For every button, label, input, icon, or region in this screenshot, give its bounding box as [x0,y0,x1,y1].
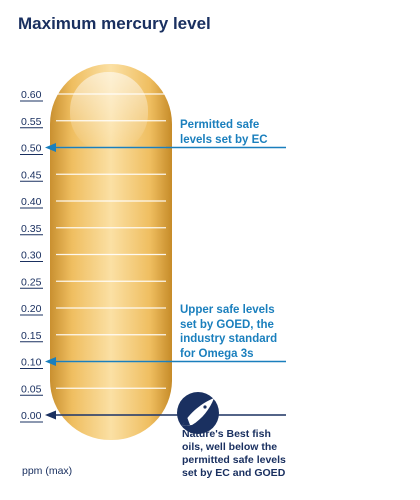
fish-in-circle-icon [177,392,219,434]
tick-label: 0.50 [21,143,42,155]
unit-label: ppm (max) [22,465,73,477]
tick-label: 0.45 [21,169,42,181]
marker-arrowhead [45,357,56,366]
annotation-natures-best-line: permitted safe levels [182,454,286,466]
annotation-natures-best: Nature's Best fish oils, well below the … [182,428,286,480]
tick-label: 0.15 [21,330,42,342]
tick-label: 0.40 [21,196,42,208]
tick-label: 0.35 [21,223,42,235]
annotation-goed-line: Upper safe levels [180,304,275,316]
annotation-goed-line: for Omega 3s [180,347,254,360]
tick-label: 0.00 [21,410,42,422]
capsule-highlight [70,72,148,152]
annotation-goed: Upper safe levels set by GOED, the indus… [180,303,277,361]
tick-label: 0.10 [21,357,42,369]
tick-label: 0.55 [21,116,42,128]
tick-label: 0.20 [21,303,42,315]
tick-label: 0.30 [21,250,42,262]
chart-title: Maximum mercury level [18,14,211,33]
annotation-goed-line: set by GOED, the [180,318,274,331]
marker-arrowhead [45,410,56,420]
annotation-goed-line: industry standard [180,333,278,345]
annotation-ec-line: Permitted safe [180,119,260,131]
tick-label: 0.05 [21,383,42,395]
annotation-ec: Permitted safe levels set by EC [180,118,268,147]
annotation-natures-best-line: set by EC and GOED [182,467,286,479]
marker-arrowhead [45,143,56,152]
tick-label: 0.25 [21,276,42,288]
annotation-natures-best-line: Nature's Best fish [182,428,271,440]
tick-label: 0.60 [21,89,42,101]
capsule [50,64,172,440]
annotation-natures-best-line: oils, well below the [182,441,278,453]
annotation-ec-line: levels set by EC [180,133,268,146]
